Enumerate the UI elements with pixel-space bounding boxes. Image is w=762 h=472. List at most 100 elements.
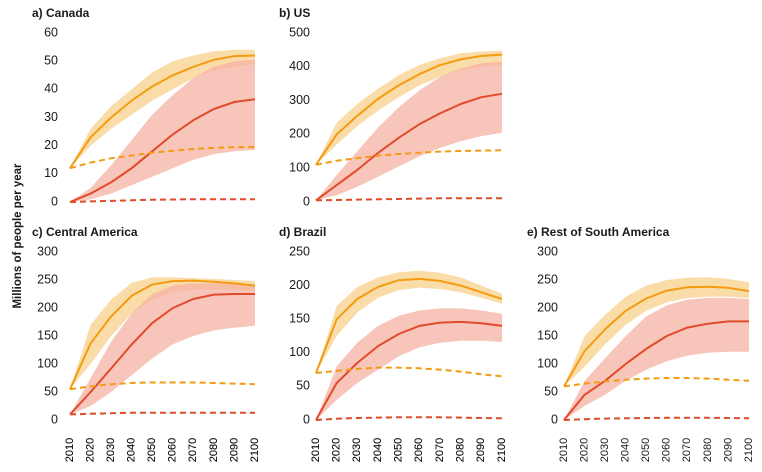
y-tick-label: 60 — [44, 25, 58, 39]
uncertainty-band-red_solid — [316, 308, 502, 420]
y-tick-label: 200 — [37, 300, 58, 314]
x-tick-label: 2010 — [64, 438, 76, 462]
x-tick-label: 2100 — [249, 438, 261, 462]
x-tick-label: 2090 — [475, 438, 487, 462]
y-tick-label: 500 — [289, 25, 310, 39]
panel-3: d) Brazil 0 50 100 150 200 250 2010 2020 2030 2040… — [279, 225, 508, 462]
x-tick-label: 2020 — [84, 438, 96, 462]
y-tick-label: 40 — [44, 82, 58, 96]
x-tick-label: 2100 — [743, 438, 755, 462]
x-tick-label: 2020 — [331, 438, 343, 462]
x-tick-label: 2060 — [167, 438, 179, 462]
series-line-red_dashed — [315, 416, 503, 421]
x-tick-label: 2020 — [578, 438, 590, 462]
panel-title: a) Canada — [32, 6, 90, 20]
y-tick-label: 300 — [537, 244, 558, 258]
x-tick-label: 2070 — [681, 438, 693, 462]
uncertainty-band-orange_solid — [70, 277, 255, 390]
y-tick-label: 100 — [289, 160, 310, 174]
panel-2: c) Central America 0 50 100 150 200 250 300 2010… — [32, 225, 261, 462]
y-tick-label: 250 — [537, 272, 558, 286]
y-tick-label: 250 — [37, 272, 58, 286]
panel-title: c) Central America — [32, 225, 138, 239]
x-tick-label: 2010 — [310, 438, 322, 462]
x-tick-label: 2010 — [558, 438, 570, 462]
y-tick-label: 150 — [37, 328, 58, 342]
x-tick-label: 2050 — [640, 438, 652, 462]
x-tick-label: 2060 — [661, 438, 673, 462]
x-tick-label: 2060 — [413, 438, 425, 462]
series-line-red_dashed — [69, 198, 255, 203]
panel-4: e) Rest of South America 0 50 100 150 200 250 3… — [527, 225, 755, 462]
y-tick-label: 50 — [296, 379, 310, 393]
series-line-orange_solid — [315, 53, 503, 166]
series-line-red_solid — [69, 98, 256, 203]
x-tick-label: 2090 — [722, 438, 734, 462]
series-line-red_solid — [315, 92, 503, 202]
x-tick-label: 2030 — [105, 438, 117, 462]
series-line-red_solid — [563, 320, 749, 421]
x-tick-label: 2050 — [146, 438, 158, 462]
x-tick-label: 2090 — [228, 438, 240, 462]
x-tick-label: 2080 — [455, 438, 467, 462]
x-tick-label: 2090 — [228, 438, 240, 462]
x-tick-label: 2090 — [475, 438, 487, 462]
series-line-red_dashed — [563, 416, 750, 421]
y-tick-label: 200 — [289, 127, 310, 141]
x-tick-label: 2040 — [372, 438, 384, 462]
x-tick-label: 2050 — [393, 438, 405, 462]
uncertainty-band-orange_solid — [316, 50, 502, 165]
series-line-orange_solid — [563, 285, 750, 387]
x-tick-label: 2030 — [105, 438, 117, 462]
x-tick-label: 2080 — [208, 438, 220, 462]
series-line-red_dashed — [69, 411, 255, 416]
x-tick-label: 2100 — [249, 438, 261, 462]
y-tick-label: 100 — [289, 345, 310, 359]
series-line-orange_dashed — [315, 149, 503, 166]
uncertainty-band-red_solid — [70, 283, 255, 415]
x-tick-label: 2010 — [310, 438, 322, 462]
x-tick-label: 2080 — [208, 438, 220, 462]
x-tick-label: 2060 — [413, 438, 425, 462]
y-tick-label: 0 — [303, 194, 310, 208]
y-tick-label: 200 — [537, 300, 558, 314]
x-tick-label: 2080 — [455, 438, 467, 462]
y-tick-label: 0 — [51, 412, 58, 426]
x-tick-label: 2030 — [351, 438, 363, 462]
x-tick-label: 2010 — [64, 438, 76, 462]
panel-title: e) Rest of South America — [527, 225, 670, 239]
x-tick-label: 2040 — [126, 438, 138, 462]
series-line-orange_solid — [69, 279, 256, 390]
x-tick-label: 2070 — [434, 438, 446, 462]
y-tick-label: 50 — [44, 53, 58, 67]
x-tick-label: 2100 — [496, 438, 508, 462]
x-tick-label: 2040 — [372, 438, 384, 462]
series-line-orange_solid — [69, 54, 256, 169]
y-tick-label: 150 — [289, 311, 310, 325]
y-tick-label: 150 — [537, 328, 558, 342]
x-tick-label: 2100 — [496, 438, 508, 462]
y-tick-label: 50 — [544, 384, 558, 398]
y-tick-label: 250 — [289, 244, 310, 258]
series-line-red_solid — [69, 293, 255, 416]
x-tick-label: 2040 — [620, 438, 632, 462]
y-tick-label: 100 — [37, 356, 58, 370]
series-line-orange_dashed — [563, 377, 750, 388]
y-tick-label: 30 — [44, 110, 58, 124]
x-tick-label: 2060 — [167, 438, 179, 462]
x-tick-label: 2050 — [393, 438, 405, 462]
panel-title: d) Brazil — [279, 225, 326, 239]
y-tick-label: 0 — [303, 412, 310, 426]
y-tick-label: 400 — [289, 59, 310, 73]
x-tick-label: 2070 — [434, 438, 446, 462]
y-tick-label: 10 — [44, 166, 58, 180]
x-tick-label: 2080 — [702, 438, 714, 462]
series-line-orange_solid — [315, 277, 503, 374]
y-tick-label: 300 — [37, 244, 58, 258]
y-tick-label: 100 — [537, 356, 558, 370]
series-line-orange_dashed — [315, 366, 503, 378]
